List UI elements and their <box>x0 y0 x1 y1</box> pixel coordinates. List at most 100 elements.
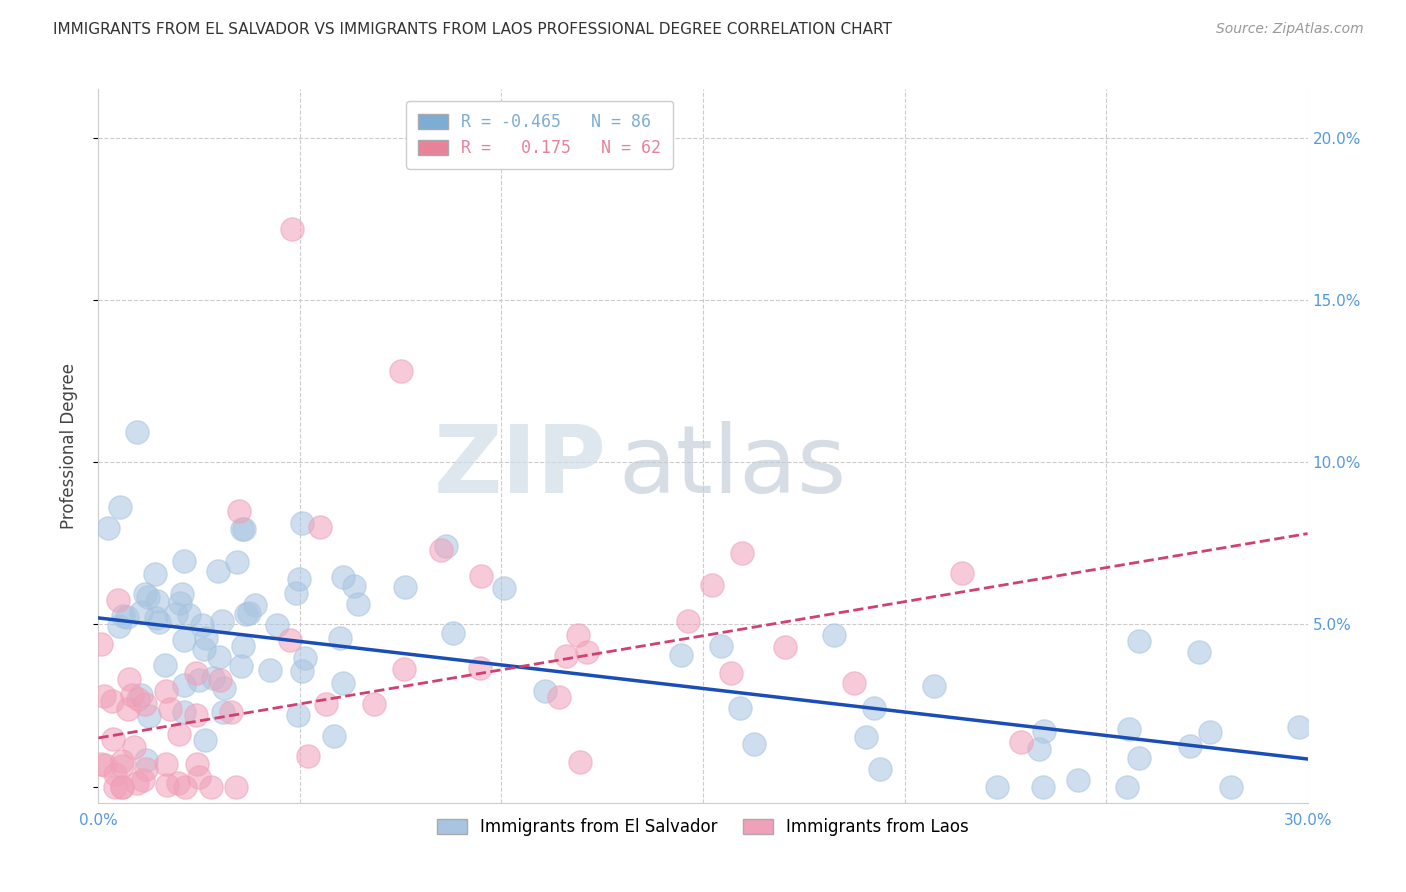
Point <box>191 617 214 632</box>
Point <box>709 640 731 654</box>
Point <box>1128 634 1150 648</box>
Point <box>170 587 193 601</box>
Point <box>232 522 254 536</box>
Point <box>332 570 354 584</box>
Point <box>145 611 167 625</box>
Point <box>174 780 197 794</box>
Point <box>111 754 134 768</box>
Point <box>228 504 250 518</box>
Point <box>169 596 191 610</box>
Point <box>111 780 134 794</box>
Point <box>194 732 217 747</box>
Point <box>173 705 195 719</box>
Point <box>131 688 153 702</box>
Point <box>134 698 156 712</box>
Point <box>115 609 138 624</box>
Point <box>287 708 309 723</box>
Point <box>284 585 307 599</box>
Point <box>200 780 222 794</box>
Point <box>138 709 160 723</box>
Point <box>122 740 145 755</box>
Point <box>208 673 231 688</box>
Point <box>118 672 141 686</box>
Point <box>173 632 195 647</box>
Text: IMMIGRANTS FROM EL SALVADOR VS IMMIGRANTS FROM LAOS PROFESSIONAL DEGREE CORRELAT: IMMIGRANTS FROM EL SALVADOR VS IMMIGRANT… <box>53 22 893 37</box>
Text: Source: ZipAtlas.com: Source: ZipAtlas.com <box>1216 22 1364 37</box>
Point <box>266 618 288 632</box>
Point <box>494 581 516 595</box>
Point <box>1199 725 1222 739</box>
Point <box>569 755 592 769</box>
Point <box>434 539 457 553</box>
Point <box>742 737 765 751</box>
Point <box>1178 739 1201 753</box>
Point <box>232 639 254 653</box>
Point <box>135 753 157 767</box>
Point <box>567 628 589 642</box>
Point <box>245 599 267 613</box>
Point <box>167 776 190 790</box>
Point <box>1115 780 1137 794</box>
Point <box>555 648 578 663</box>
Y-axis label: Professional Degree: Professional Degree <box>59 363 77 529</box>
Point <box>211 614 233 628</box>
Point <box>165 607 187 621</box>
Point <box>155 684 177 698</box>
Point <box>1032 780 1054 794</box>
Point <box>773 640 796 654</box>
Point <box>392 662 415 676</box>
Point <box>291 665 314 679</box>
Point <box>121 688 143 702</box>
Point <box>117 702 139 716</box>
Point <box>1219 780 1241 794</box>
Point <box>823 628 845 642</box>
Text: atlas: atlas <box>619 421 846 514</box>
Point <box>309 520 332 534</box>
Point <box>177 608 200 623</box>
Point <box>291 516 314 531</box>
Point <box>155 756 177 771</box>
Point <box>184 708 207 723</box>
Point <box>294 650 316 665</box>
Point <box>231 522 253 536</box>
Point <box>329 631 352 645</box>
Point <box>207 564 229 578</box>
Point <box>470 661 492 675</box>
Point <box>363 698 385 712</box>
Point <box>202 671 225 685</box>
Point <box>219 706 242 720</box>
Point <box>90 757 112 772</box>
Point <box>731 546 754 560</box>
Point <box>548 690 571 705</box>
Point <box>138 590 160 604</box>
Point <box>1010 735 1032 749</box>
Point <box>441 626 464 640</box>
Point <box>104 780 127 794</box>
Point <box>111 780 134 794</box>
Point <box>534 683 557 698</box>
Point <box>278 633 301 648</box>
Point <box>173 678 195 692</box>
Text: ZIP: ZIP <box>433 421 606 514</box>
Point <box>212 681 235 696</box>
Point <box>186 757 208 772</box>
Point <box>94 757 117 772</box>
Point <box>332 676 354 690</box>
Point <box>188 673 211 688</box>
Point <box>104 766 127 780</box>
Point <box>193 642 215 657</box>
Point <box>950 566 973 581</box>
Point <box>728 701 751 715</box>
Point <box>107 593 129 607</box>
Point <box>1032 723 1054 738</box>
Point <box>470 568 492 582</box>
Point <box>184 665 207 680</box>
Point <box>323 729 346 743</box>
Point <box>135 762 157 776</box>
Point <box>173 554 195 568</box>
Point <box>347 598 370 612</box>
Point <box>127 691 149 706</box>
Point <box>132 772 155 787</box>
Point <box>134 587 156 601</box>
Point <box>855 730 877 744</box>
